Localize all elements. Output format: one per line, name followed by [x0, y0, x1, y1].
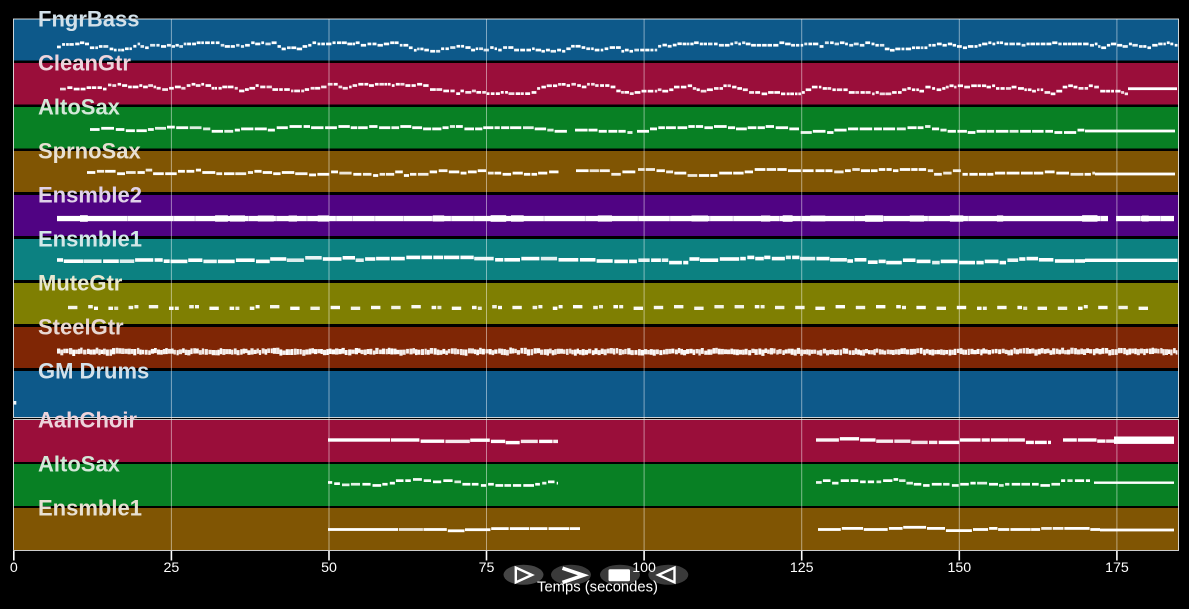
svg-text:Ensmble1: Ensmble1: [38, 496, 142, 521]
svg-text:Temps (secondes): Temps (secondes): [537, 580, 658, 596]
svg-text:SprnoSax: SprnoSax: [38, 139, 141, 164]
svg-text:MuteGtr: MuteGtr: [38, 271, 123, 296]
svg-text:AltoSax: AltoSax: [38, 452, 121, 477]
svg-text:AahChoir: AahChoir: [38, 408, 137, 433]
svg-text:100: 100: [632, 560, 656, 576]
svg-text:50: 50: [321, 560, 337, 576]
svg-text:SteelGtr: SteelGtr: [38, 315, 124, 340]
svg-text:75: 75: [479, 560, 495, 576]
svg-text:150: 150: [947, 560, 971, 576]
svg-text:125: 125: [790, 560, 814, 576]
svg-text:CleanGtr: CleanGtr: [38, 51, 131, 76]
svg-text:25: 25: [164, 560, 180, 576]
svg-text:0: 0: [10, 560, 18, 576]
svg-text:FngrBass: FngrBass: [38, 7, 139, 32]
svg-text:175: 175: [1105, 560, 1129, 576]
svg-text:Ensmble2: Ensmble2: [38, 183, 142, 208]
svg-text:AltoSax: AltoSax: [38, 95, 121, 120]
svg-text:GM Drums: GM Drums: [38, 359, 149, 384]
svg-text:Ensmble1: Ensmble1: [38, 227, 142, 252]
